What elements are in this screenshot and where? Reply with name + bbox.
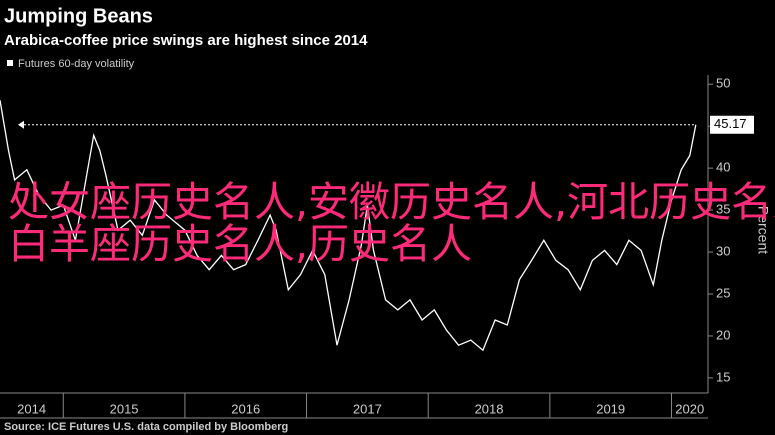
last-value-tag: 45.17	[714, 116, 747, 131]
y-tick-label: 20	[716, 327, 730, 342]
y-axis-label: Percent	[755, 206, 771, 254]
x-tick-label: 2016	[231, 401, 260, 416]
y-tick-label: 30	[716, 243, 730, 258]
y-tick-label: 25	[716, 285, 730, 300]
x-tick-label: 2015	[110, 401, 139, 416]
y-tick-label: 40	[716, 160, 730, 175]
x-tick-label: 2014	[17, 401, 46, 416]
x-tick-label: 2020	[675, 401, 704, 416]
y-tick-label: 50	[716, 76, 730, 91]
overlay-text: 处女座历史名人,安徽历史名人,河北历史名人,白羊座历史名人,历史名人	[8, 178, 775, 268]
x-tick-label: 2019	[596, 401, 625, 416]
series-line	[0, 100, 697, 352]
x-tick-label: 2017	[353, 401, 382, 416]
last-value-tag-bg	[710, 115, 754, 134]
y-tick-label: 35	[716, 202, 730, 217]
chart-title: Jumping Beans	[4, 5, 153, 27]
legend-label: Futures 60-day volatility	[18, 58, 135, 70]
source-note: Source: ICE Futures U.S. data compiled b…	[4, 421, 288, 433]
legend-swatch	[7, 60, 13, 66]
chart-subtitle: Arabica-coffee price swings are highest …	[4, 32, 368, 49]
y-tick-label: 15	[716, 369, 730, 384]
last-value-arrow	[18, 120, 24, 129]
x-tick-label: 2018	[475, 401, 504, 416]
